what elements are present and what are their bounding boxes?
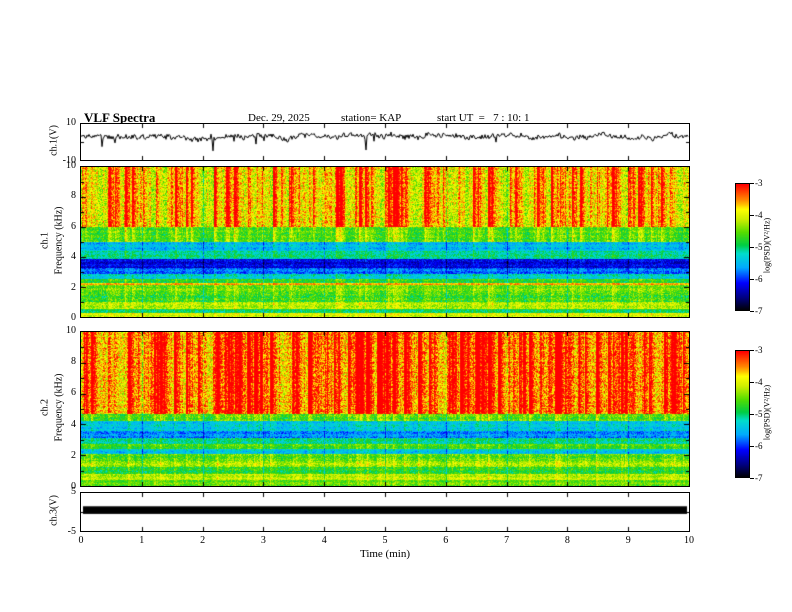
colorbar-tickmark bbox=[750, 478, 754, 479]
spec1-y-tick-label: 10 bbox=[66, 160, 76, 171]
x-tick-label: 6 bbox=[443, 535, 449, 546]
spec1-y-tick-label: 6 bbox=[71, 220, 76, 232]
ch1-waveform-plot bbox=[80, 123, 690, 161]
time-axis-label: Time (min) bbox=[359, 548, 410, 560]
colorbar1-tick-label: -4 bbox=[755, 210, 763, 220]
colorbar-tickmark bbox=[750, 382, 754, 383]
spec1-y-tick-label: 0 bbox=[71, 312, 76, 323]
colorbar2-tick-label: -5 bbox=[755, 409, 763, 419]
station-label: station= KAP bbox=[341, 112, 402, 124]
x-tick-label: 2 bbox=[200, 535, 206, 546]
colorbar-tickmark bbox=[750, 183, 754, 184]
spec2-y-tick-label: 0 bbox=[71, 481, 76, 492]
ch3-signal-plot bbox=[80, 492, 690, 532]
spec1-y-tick-label: 8 bbox=[71, 190, 76, 202]
colorbar-1 bbox=[735, 183, 750, 311]
ch1-axis-label: ch.1 bbox=[39, 232, 51, 249]
colorbar2-tick-label: -6 bbox=[755, 441, 763, 451]
colorbar1-tick-label: -3 bbox=[755, 178, 763, 188]
x-tick-label: 1 bbox=[139, 535, 145, 546]
x-tick-label: 0 bbox=[78, 535, 84, 546]
colorbar1-tick-label: -6 bbox=[755, 274, 763, 284]
colorbar1-tick-label: -7 bbox=[755, 306, 763, 316]
colorbar1-tick-label: -5 bbox=[755, 242, 763, 252]
colorbar-tickmark bbox=[750, 279, 754, 280]
waveform-y-tick-label: 10 bbox=[66, 117, 76, 128]
spec2-y-tick-label: 2 bbox=[71, 449, 76, 461]
colorbar-tickmark bbox=[750, 311, 754, 312]
spec2-y-tick-label: 10 bbox=[66, 325, 76, 336]
colorbar-tickmark bbox=[750, 446, 754, 447]
waveform-y-tick-label: -10 bbox=[62, 155, 76, 166]
colorbar-tickmark bbox=[750, 350, 754, 351]
spec1-y-tick-label: 4 bbox=[71, 251, 76, 263]
colorbar-2 bbox=[735, 350, 750, 478]
ch3-y-tick-label: -5 bbox=[67, 526, 76, 537]
x-tick-label: 5 bbox=[382, 535, 388, 546]
figure-title: VLF Spectra bbox=[84, 110, 156, 125]
ch2-axis-label: ch.2 bbox=[39, 399, 51, 416]
ch1-spectrogram bbox=[80, 166, 690, 318]
start-ut-label: start UT = 7 : 10: 1 bbox=[437, 112, 530, 124]
x-tick-label: 4 bbox=[321, 535, 327, 546]
colorbar-tickmark bbox=[750, 247, 754, 248]
x-tick-label: 7 bbox=[504, 535, 510, 546]
spec2-y-tick-label: 6 bbox=[71, 387, 76, 399]
colorbar2-tick-label: -3 bbox=[755, 345, 763, 355]
ch2-spectrogram bbox=[80, 331, 690, 487]
colorbar-tickmark bbox=[750, 414, 754, 415]
colorbar-tickmark bbox=[750, 215, 754, 216]
x-tick-label: 3 bbox=[260, 535, 266, 546]
x-tick-label: 9 bbox=[625, 535, 631, 546]
spec2-y-tick-label: 4 bbox=[71, 418, 76, 430]
spec1-y-tick-label: 2 bbox=[71, 281, 76, 293]
x-tick-label: 8 bbox=[564, 535, 570, 546]
spec2-y-tick-label: 8 bbox=[71, 356, 76, 368]
date-label: Dec. 29, 2025 bbox=[248, 112, 310, 124]
x-tick-label: 10 bbox=[684, 535, 694, 546]
colorbar2-tick-label: -4 bbox=[755, 377, 763, 387]
colorbar2-tick-label: -7 bbox=[755, 473, 763, 483]
ch3-y-tick-label: 5 bbox=[71, 486, 76, 497]
